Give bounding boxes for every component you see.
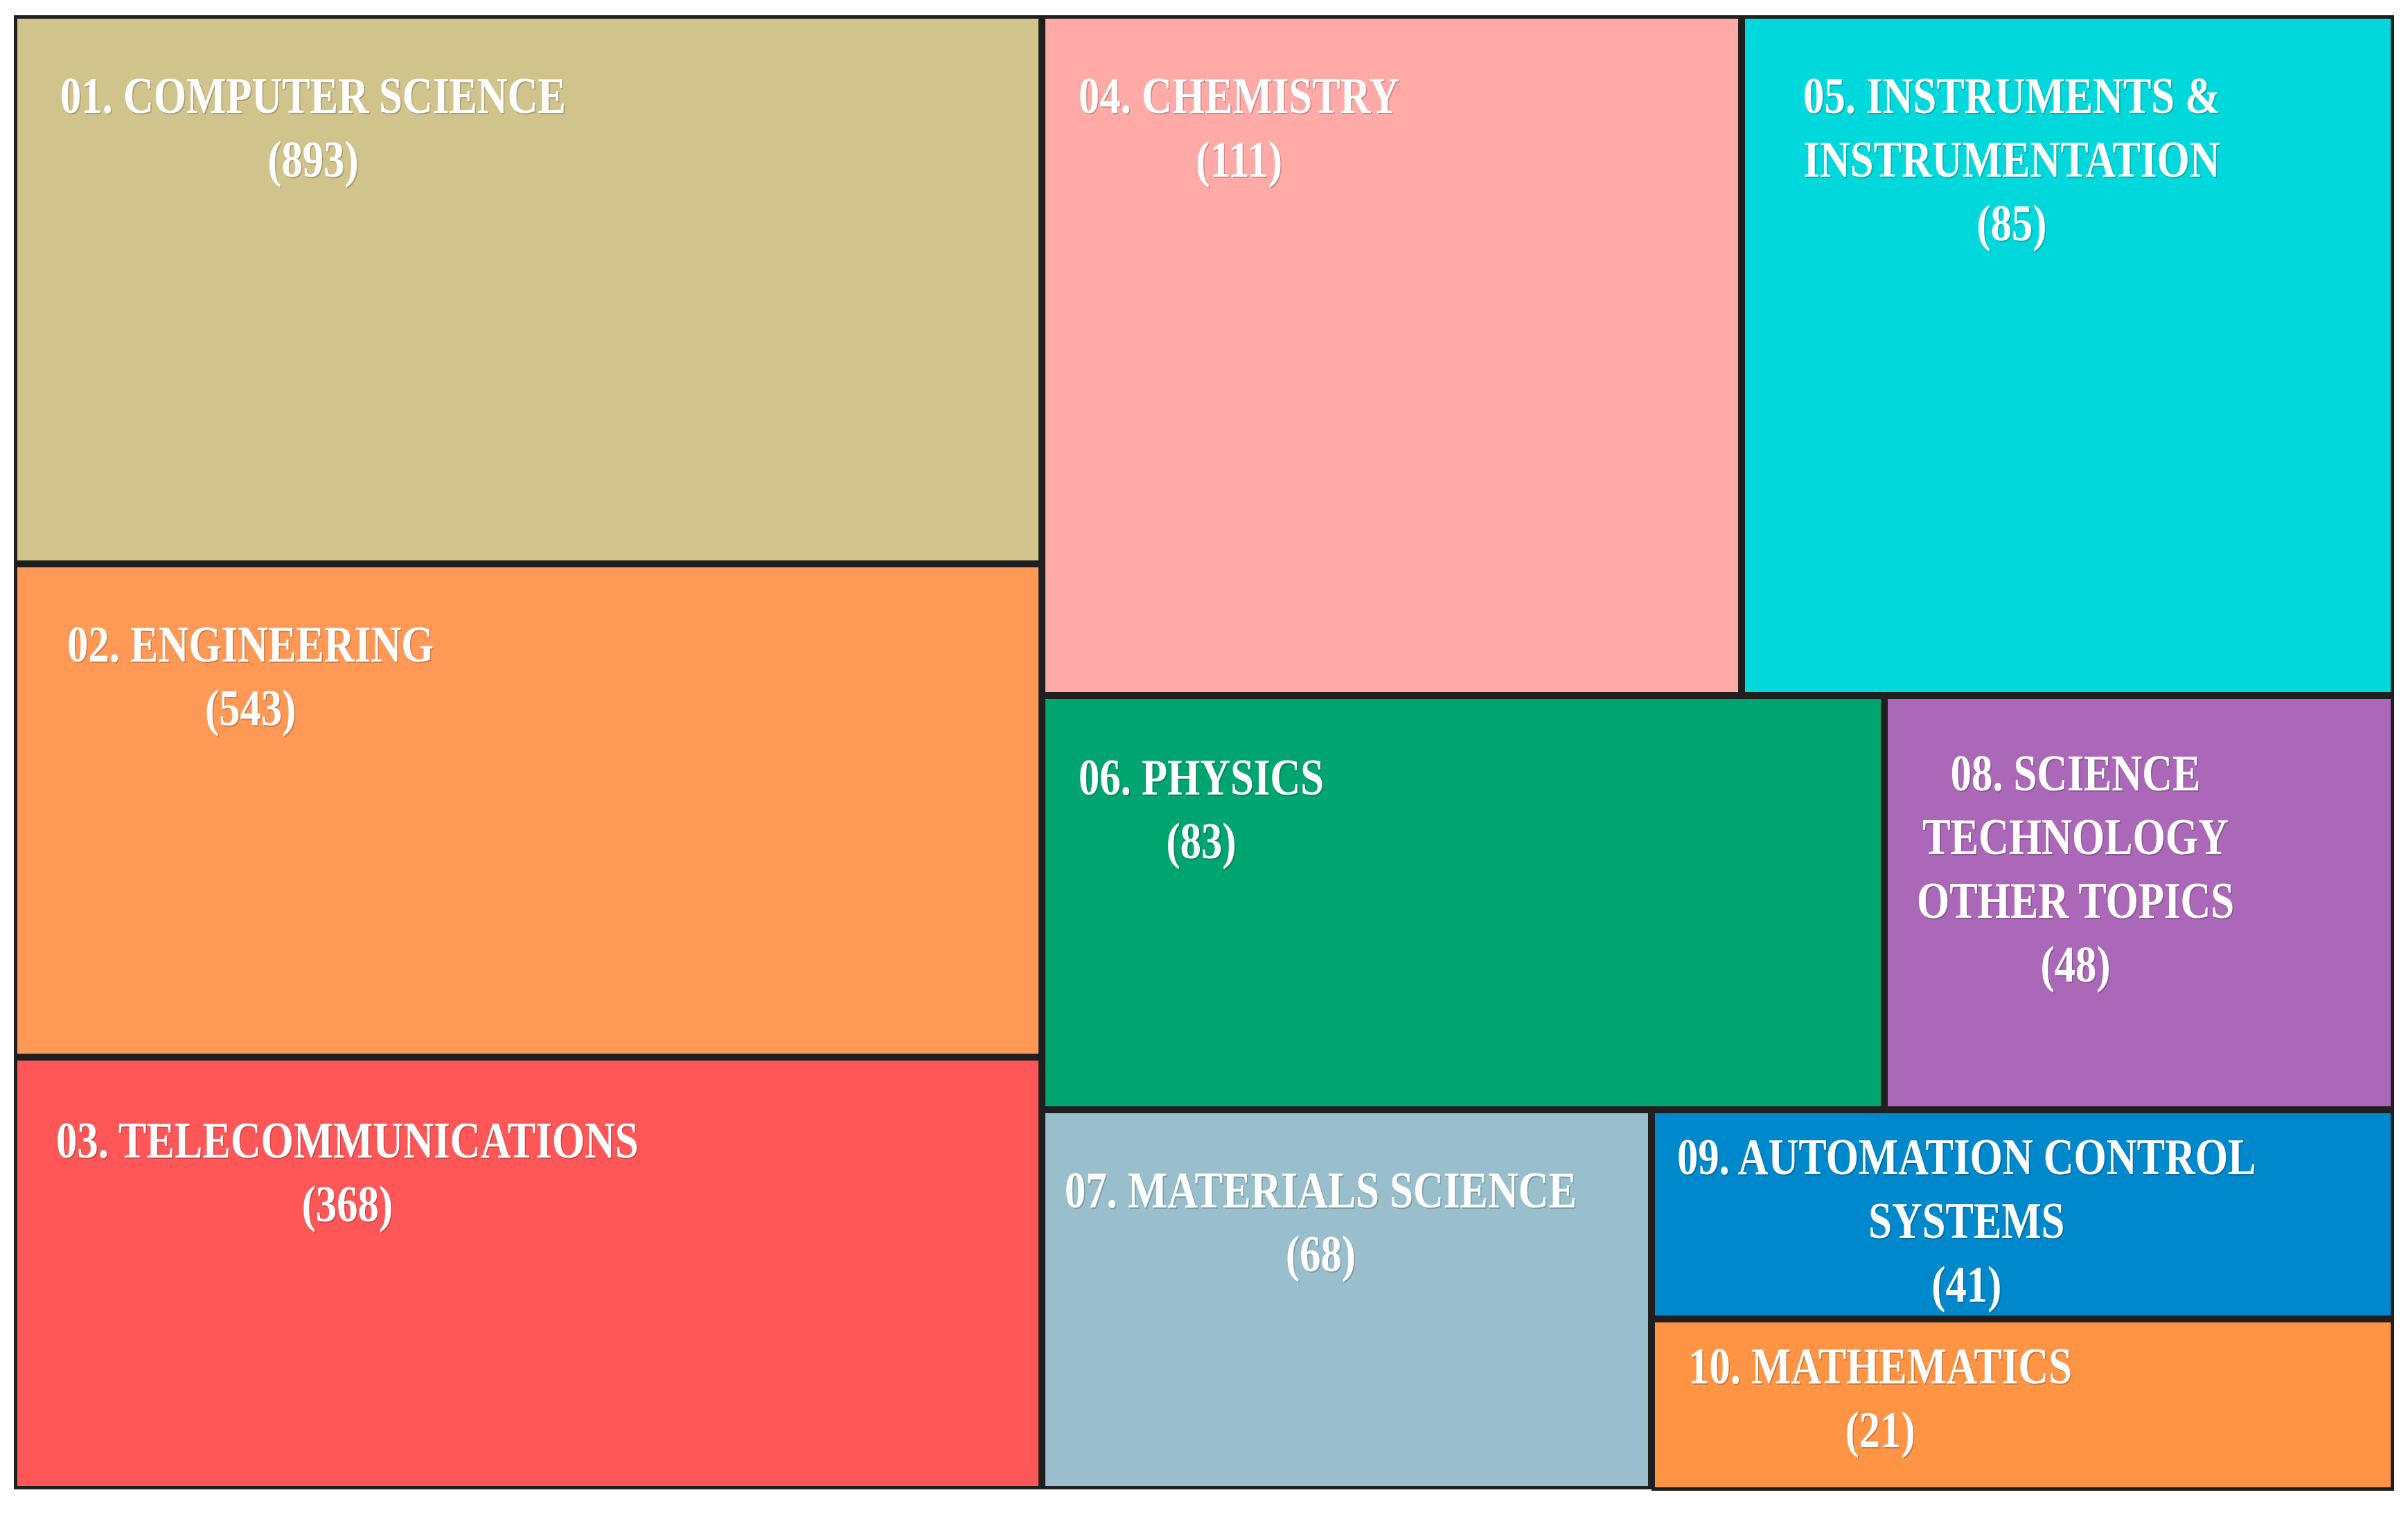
tile-label: 09. AUTOMATION CONTROL SYSTEMS (41) (1677, 1126, 2256, 1315)
tile-category-label: 01. COMPUTER SCIENCE (60, 68, 566, 125)
treemap-tile: 07. MATERIALS SCIENCE (68) (1042, 1110, 1652, 1489)
tile-value-label: (68) (1285, 1226, 1356, 1283)
tile-label: 10. MATHEMATICS (21) (1688, 1335, 2072, 1462)
tile-category-label: 04. CHEMISTRY (1079, 68, 1400, 125)
treemap-tile: 02. ENGINEERING (543) (14, 564, 1042, 1057)
tile-category-label: 03. TELECOMMUNICATIONS (56, 1113, 639, 1169)
tile-value-label: (543) (204, 680, 296, 737)
tile-value-label: (21) (1845, 1402, 1915, 1459)
treemap-tile: 03. TELECOMMUNICATIONS (368) (14, 1057, 1042, 1489)
tile-label: 07. MATERIALS SCIENCE (68) (1065, 1159, 1577, 1286)
tile-category-label: SYSTEMS (1868, 1193, 2065, 1250)
tile-category-label: 02. ENGINEERING (67, 617, 434, 673)
tile-category-label: 10. MATHEMATICS (1688, 1338, 2073, 1395)
tile-label: 06. PHYSICS (83) (1079, 746, 1324, 874)
treemap-tile: 08. SCIENCE TECHNOLOGY OTHER TOPICS (48) (1884, 696, 2394, 1110)
tile-label: 03. TELECOMMUNICATIONS (368) (56, 1109, 639, 1237)
tile-value-label: (48) (2040, 937, 2111, 993)
treemap-tile: 05. INSTRUMENTS & INSTRUMENTATION (85) (1742, 15, 2394, 696)
treemap-tile: 10. MATHEMATICS (21) (1652, 1319, 2394, 1491)
tile-value-label: (85) (1976, 195, 2047, 252)
tile-value-label: (893) (267, 132, 359, 188)
tile-category-label: OTHER TOPICS (1917, 873, 2235, 930)
tile-category-label: 05. INSTRUMENTS & (1803, 68, 2220, 125)
tile-value-label: (83) (1166, 813, 1237, 870)
tile-label: 08. SCIENCE TECHNOLOGY OTHER TOPICS (48) (1917, 742, 2234, 997)
tile-value-label: (368) (301, 1176, 393, 1233)
tile-category-label: TECHNOLOGY (1922, 809, 2229, 866)
tile-category-label: 06. PHYSICS (1079, 750, 1325, 806)
treemap-tile: 09. AUTOMATION CONTROL SYSTEMS (41) (1652, 1110, 2394, 1319)
treemap-tile: 01. COMPUTER SCIENCE (893) (14, 15, 1042, 564)
tile-category-label: 08. SCIENCE (1950, 745, 2201, 802)
tile-value-label: (111) (1196, 132, 1282, 188)
tile-label: 04. CHEMISTRY (111) (1079, 64, 1399, 192)
tile-label: 02. ENGINEERING (543) (67, 613, 434, 741)
tile-label: 01. COMPUTER SCIENCE (893) (60, 64, 566, 192)
treemap-tile: 04. CHEMISTRY (111) (1042, 15, 1742, 696)
treemap-tile: 06. PHYSICS (83) (1042, 696, 1884, 1110)
tile-category-label: 07. MATERIALS SCIENCE (1065, 1162, 1577, 1219)
tile-value-label: (41) (1931, 1257, 2002, 1313)
tile-category-label: 09. AUTOMATION CONTROL (1677, 1129, 2256, 1186)
tile-label: 05. INSTRUMENTS & INSTRUMENTATION (85) (1803, 64, 2220, 256)
tile-category-label: INSTRUMENTATION (1803, 132, 2220, 188)
